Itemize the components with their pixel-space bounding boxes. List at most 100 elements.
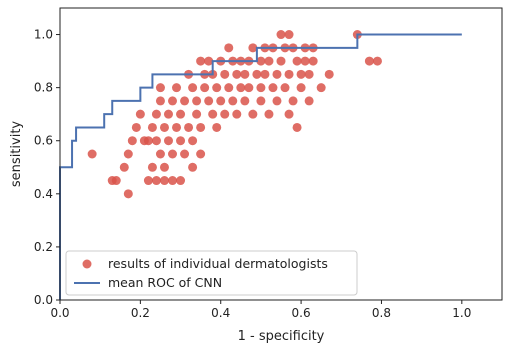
dermatologist-point-16 [151, 176, 161, 186]
x-tick-label-4: 0.8 [372, 306, 391, 320]
x-axis-label: 1 - specificity [238, 329, 325, 344]
dermatologist-point-70 [248, 109, 258, 119]
dermatologist-point-44 [196, 149, 206, 159]
dermatologist-point-76 [260, 69, 270, 79]
dermatologist-point-61 [232, 69, 242, 79]
dermatologist-point-48 [204, 56, 214, 66]
dermatologist-point-5 [123, 149, 133, 159]
plot-frame [59, 7, 503, 301]
dermatologist-point-71 [252, 69, 262, 79]
dermatologist-point-25 [168, 96, 178, 106]
legend-marker-dermatologists [82, 259, 92, 269]
x-tick-label-2: 0.4 [211, 306, 230, 320]
dermatologist-point-4 [123, 189, 133, 199]
dermatologist-point-97 [300, 56, 310, 66]
dermatologist-point-34 [180, 149, 190, 159]
dermatologist-point-32 [176, 136, 186, 146]
dermatologist-point-93 [292, 122, 302, 132]
dermatologist-point-63 [236, 83, 246, 93]
dermatologist-point-10 [143, 136, 153, 146]
dermatologist-point-30 [176, 109, 186, 119]
dermatologist-point-91 [288, 96, 298, 106]
dermatologist-point-18 [155, 83, 165, 93]
dermatologist-point-7 [131, 122, 141, 132]
dermatologist-point-65 [240, 96, 250, 106]
dermatologist-point-52 [212, 122, 222, 132]
y-tick-label-2: 0.4 [34, 187, 53, 201]
y-axis-label: sensitivity [9, 121, 24, 188]
dermatologist-point-39 [188, 162, 198, 172]
dermatologist-point-29 [172, 83, 182, 93]
dermatologist-point-82 [272, 96, 282, 106]
dermatologist-point-17 [155, 96, 165, 106]
dermatologist-point-62 [232, 109, 242, 119]
dermatologist-point-27 [168, 176, 178, 186]
dermatologist-point-23 [163, 109, 173, 119]
dermatologist-point-38 [188, 136, 198, 146]
dermatologist-point-92 [292, 56, 302, 66]
dermatologist-point-72 [256, 56, 266, 66]
dermatologist-point-2 [111, 176, 121, 186]
x-tick-label-3: 0.6 [292, 306, 311, 320]
dermatologist-point-11 [143, 176, 153, 186]
dermatologist-point-22 [159, 176, 169, 186]
legend-label-cnn: mean ROC of CNN [108, 275, 222, 290]
dermatologist-point-26 [168, 149, 178, 159]
dermatologist-point-13 [147, 122, 157, 132]
x-axis-ticks: 0.0 0.2 0.4 0.6 0.8 1.0 [50, 300, 471, 320]
dermatologist-point-79 [268, 83, 278, 93]
dermatologist-point-35 [184, 122, 194, 132]
dermatologist-point-87 [284, 30, 294, 40]
dermatologist-point-24 [163, 136, 173, 146]
data-marks [59, 30, 462, 300]
dermatologist-point-33 [180, 96, 190, 106]
dermatologist-point-20 [159, 122, 169, 132]
legend-label-dermatologists: results of individual dermatologists [108, 256, 328, 271]
dermatologist-point-66 [240, 69, 250, 79]
dermatologist-point-86 [280, 83, 290, 93]
dermatologist-point-103 [324, 69, 334, 79]
dermatologist-point-3 [119, 162, 129, 172]
legend-box [65, 250, 358, 296]
dermatologist-point-43 [196, 122, 206, 132]
dermatologist-point-51 [212, 83, 222, 93]
dermatologist-point-77 [264, 56, 274, 66]
dermatologist-point-19 [155, 149, 165, 159]
dermatologist-point-28 [172, 122, 182, 132]
dermatologist-point-89 [284, 109, 294, 119]
y-tick-label-5: 1.0 [34, 28, 53, 42]
x-tick-label-5: 1.0 [452, 306, 471, 320]
dermatologist-point-101 [308, 56, 318, 66]
dermatologist-point-15 [151, 109, 161, 119]
dermatologist-point-78 [264, 109, 274, 119]
dermatologist-point-57 [224, 83, 234, 93]
dermatologist-point-8 [135, 109, 145, 119]
legend: results of individual dermatologists mea… [65, 250, 358, 296]
dermatologist-point-42 [196, 56, 206, 66]
dermatologist-point-74 [256, 96, 266, 106]
dermatologist-point-95 [296, 83, 306, 93]
dermatologist-point-41 [192, 96, 202, 106]
dermatologist-point-99 [304, 69, 314, 79]
dermatologist-point-94 [296, 69, 306, 79]
dermatologist-point-73 [256, 83, 266, 93]
dermatologist-point-6 [127, 136, 137, 146]
dermatologist-point-53 [216, 96, 226, 106]
y-tick-label-1: 0.2 [34, 240, 53, 254]
cnn-roc-line [59, 33, 462, 300]
dermatologist-point-40 [192, 109, 202, 119]
dermatologist-point-105 [364, 56, 374, 66]
dermatologist-point-106 [372, 56, 382, 66]
dermatologist-point-14 [151, 136, 161, 146]
y-tick-label-3: 0.6 [34, 134, 53, 148]
dermatologist-point-0 [87, 149, 97, 159]
dermatologist-point-68 [244, 83, 254, 93]
dermatologist-point-81 [272, 69, 282, 79]
dermatologist-point-88 [284, 69, 294, 79]
dermatologist-point-56 [220, 69, 230, 79]
dermatologist-point-49 [208, 109, 218, 119]
dermatologist-point-55 [220, 109, 230, 119]
dermatologist-point-98 [304, 96, 314, 106]
x-tick-label-1: 0.2 [131, 306, 150, 320]
